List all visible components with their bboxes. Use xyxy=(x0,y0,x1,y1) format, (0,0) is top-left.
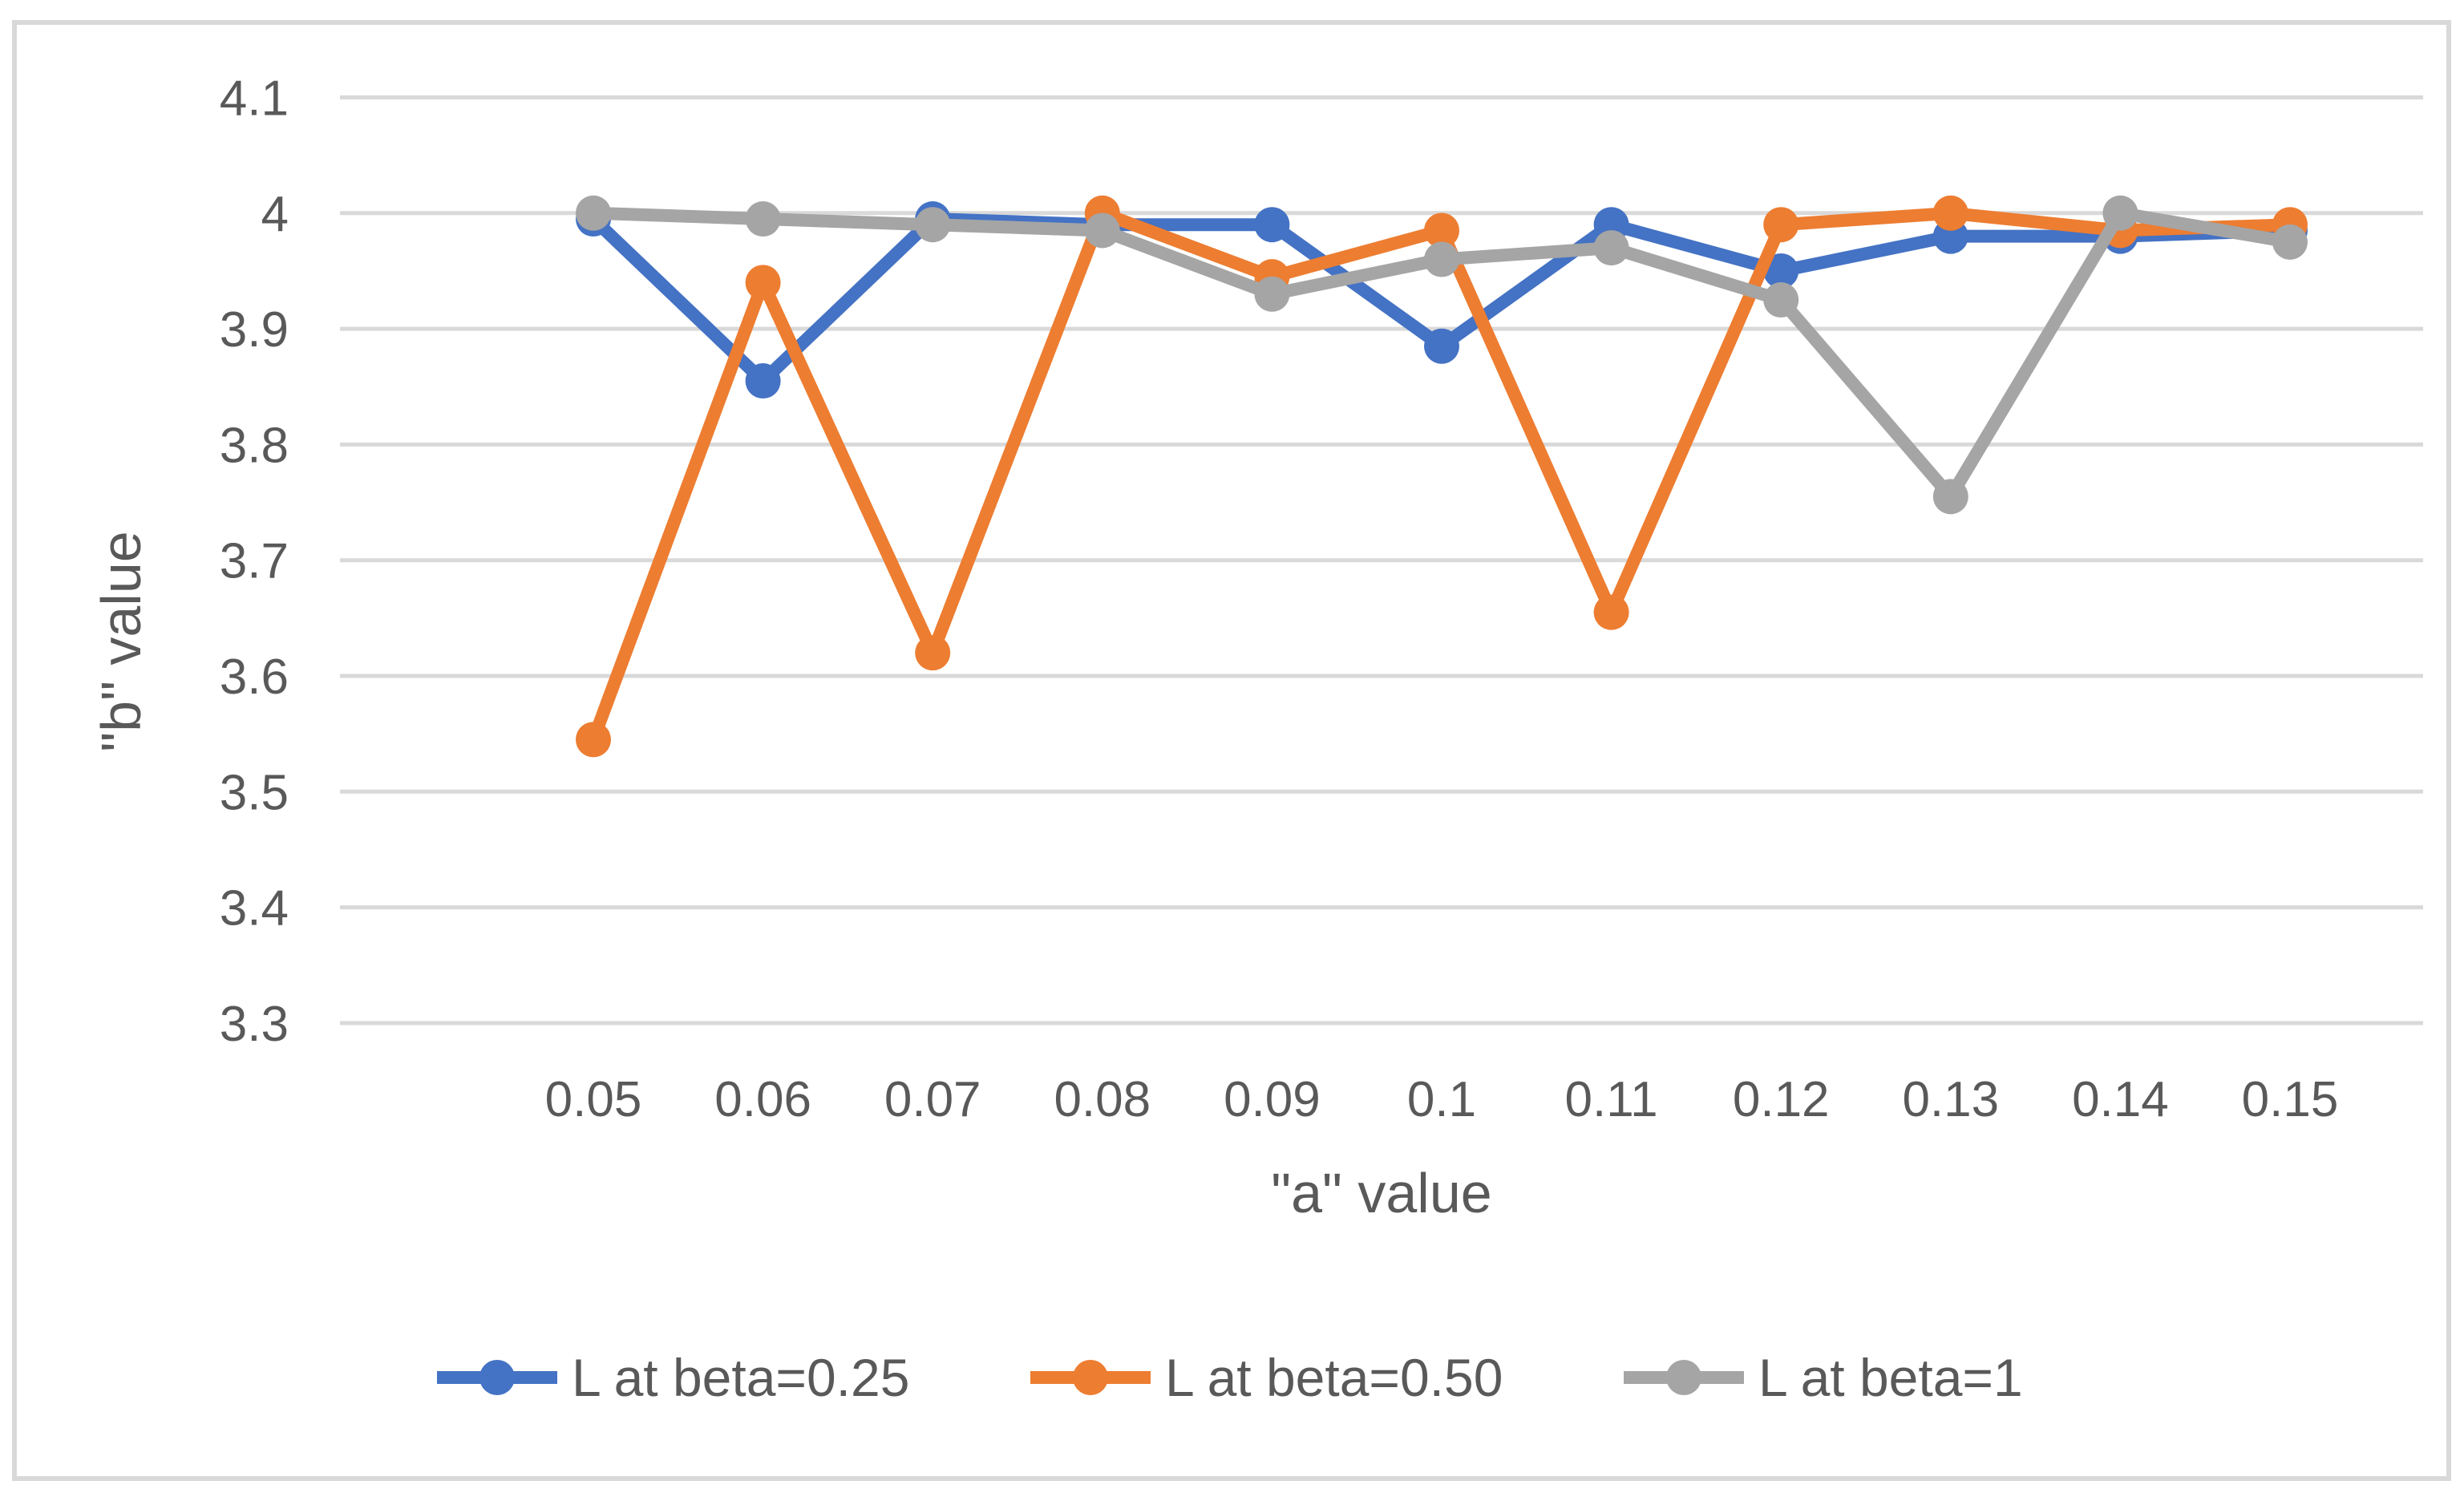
data-point-s2-x0.12 xyxy=(1763,282,1799,318)
y-tick-label-3.6: 3.6 xyxy=(220,649,289,705)
x-tick-label-0.1: 0.1 xyxy=(1407,1072,1476,1127)
legend-item-l-at-beta-0.50: L at beta=0.50 xyxy=(1030,1348,1503,1407)
data-point-s1-x0.12 xyxy=(1763,207,1799,243)
x-axis-tick-labels: 0.05 0.06 0.07 0.08 0.09 0.1 0.11 0.12 0.13 0.14 0… xyxy=(545,1072,2339,1127)
y-tick-label-3.4: 3.4 xyxy=(220,881,289,937)
y-tick-label-4: 4 xyxy=(261,187,289,242)
data-point-s0-x0.1 xyxy=(1424,328,1459,364)
x-tick-label-0.05: 0.05 xyxy=(545,1072,642,1127)
y-tick-label-3.5: 3.5 xyxy=(220,765,289,820)
data-point-s0-x0.12 xyxy=(1763,253,1799,289)
legend-item-l-at-beta-1: L at beta=1 xyxy=(1624,1348,2023,1407)
legend: L at beta=0.25 L at beta=0.50 L at beta=1 xyxy=(437,1348,2023,1407)
data-point-s2-x0.09 xyxy=(1254,276,1290,312)
data-point-s0-x0.09 xyxy=(1254,207,1290,243)
y-tick-label-3.3: 3.3 xyxy=(220,997,289,1052)
data-point-s1-x0.07 xyxy=(915,635,951,671)
data-point-s1-x0.1 xyxy=(1424,212,1459,249)
data-point-s2-x0.13 xyxy=(1932,479,1968,515)
legend-marker-icon-0 xyxy=(479,1360,515,1395)
data-point-s2-x0.05 xyxy=(576,195,611,231)
y-tick-label-3.7: 3.7 xyxy=(220,534,289,589)
legend-label-2: L at beta=1 xyxy=(1758,1348,2023,1407)
data-point-s1-x0.11 xyxy=(1593,594,1629,630)
x-tick-label-0.13: 0.13 xyxy=(1902,1072,1999,1127)
legend-marker-icon-1 xyxy=(1073,1360,1108,1395)
y-axis-title: "b" value xyxy=(90,531,152,751)
x-tick-label-0.07: 0.07 xyxy=(884,1072,981,1127)
data-point-s2-x0.06 xyxy=(745,201,781,237)
series-l-at-beta-1 xyxy=(576,195,2308,515)
data-point-s2-x0.08 xyxy=(1084,212,1120,249)
data-point-s2-x0.11 xyxy=(1593,230,1629,266)
legend-label-0: L at beta=0.25 xyxy=(572,1348,909,1407)
x-axis-title: "a" value xyxy=(1271,1162,1491,1224)
series-group xyxy=(576,195,2308,758)
y-tick-label-3.9: 3.9 xyxy=(220,302,289,358)
legend-item-l-at-beta-0.25: L at beta=0.25 xyxy=(437,1348,909,1407)
x-tick-label-0.14: 0.14 xyxy=(2072,1072,2169,1127)
data-point-s0-x0.06 xyxy=(745,363,781,399)
y-tick-label-4.1: 4.1 xyxy=(220,71,289,127)
data-point-s2-x0.1 xyxy=(1424,241,1459,277)
x-tick-label-0.09: 0.09 xyxy=(1224,1072,1321,1127)
data-point-s1-x0.13 xyxy=(1932,195,1968,231)
data-point-s2-x0.07 xyxy=(915,207,951,243)
data-point-s2-x0.14 xyxy=(2102,195,2138,231)
y-tick-label-3.8: 3.8 xyxy=(220,418,289,473)
x-tick-label-0.06: 0.06 xyxy=(714,1072,811,1127)
legend-marker-icon-2 xyxy=(1666,1360,1701,1395)
x-tick-label-0.11: 0.11 xyxy=(1565,1072,1658,1127)
x-tick-label-0.08: 0.08 xyxy=(1054,1072,1151,1127)
data-point-s1-x0.05 xyxy=(576,722,611,758)
legend-label-1: L at beta=0.50 xyxy=(1165,1348,1503,1407)
x-tick-label-0.12: 0.12 xyxy=(1733,1072,1830,1127)
data-point-s2-x0.15 xyxy=(2272,224,2308,260)
y-axis-tick-labels: 4.1 4 3.9 3.8 3.7 3.6 3.5 3.4 3.3 xyxy=(220,71,289,1052)
data-point-s1-x0.06 xyxy=(745,265,781,301)
x-tick-label-0.15: 0.15 xyxy=(2242,1072,2339,1127)
